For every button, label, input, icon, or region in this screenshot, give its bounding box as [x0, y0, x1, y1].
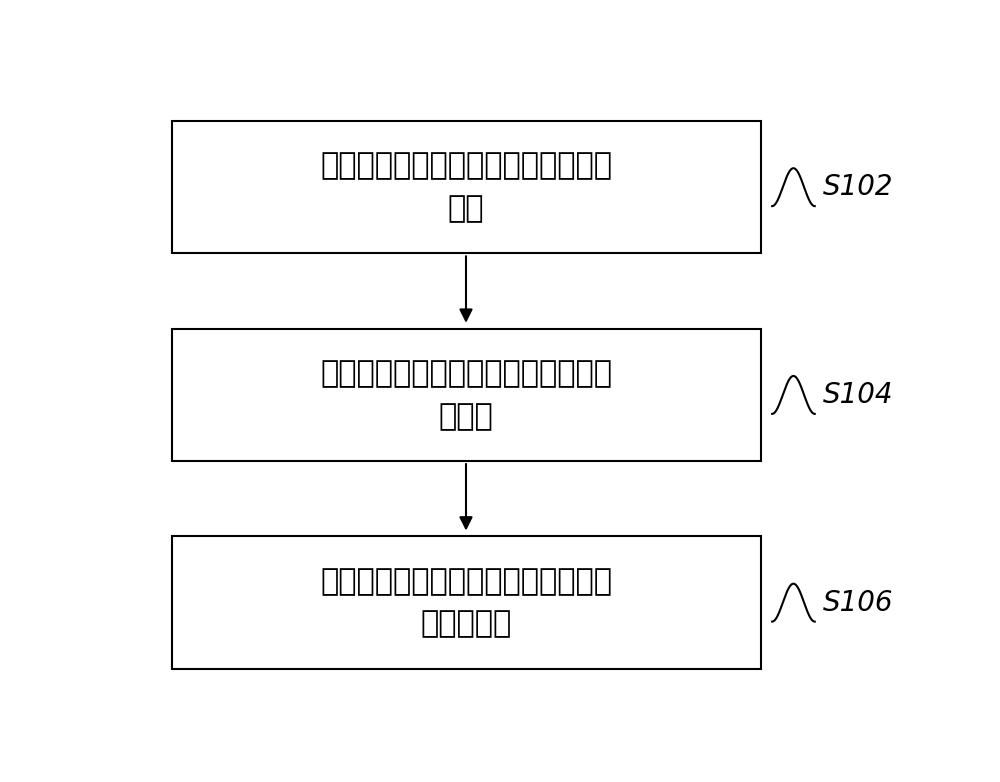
Text: S102: S102 — [823, 173, 893, 201]
Bar — [172, 328, 761, 461]
Text: 获取空调机组中水系统中水温的变化
速率: 获取空调机组中水系统中水温的变化 速率 — [320, 151, 612, 223]
Text: 依据变化速率确定变化速率所属的取
值范围: 依据变化速率确定变化速率所属的取 值范围 — [320, 359, 612, 431]
Bar — [172, 121, 761, 253]
Text: 依据取值范围调整空调机组中压缩机
的变频方式: 依据取值范围调整空调机组中压缩机 的变频方式 — [320, 567, 612, 639]
Bar — [172, 536, 761, 669]
Text: S106: S106 — [823, 589, 893, 617]
Text: S104: S104 — [823, 381, 893, 409]
